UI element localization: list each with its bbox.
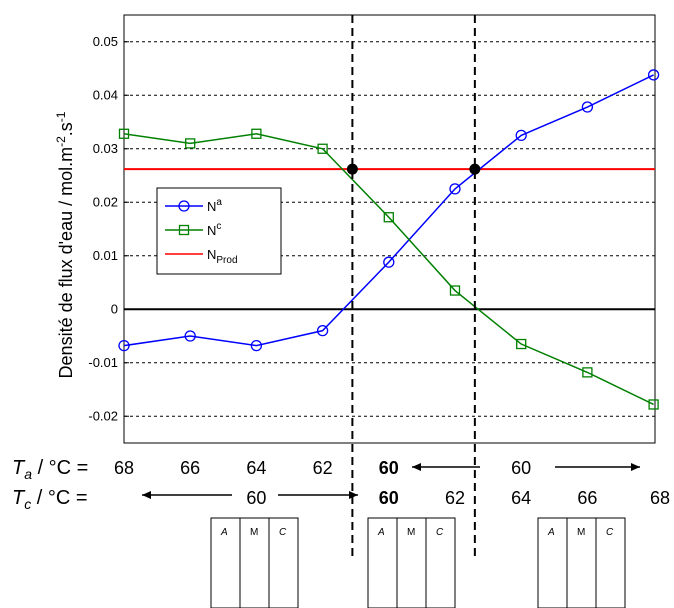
legend-marker (178, 224, 190, 236)
y-tick-label: 0.01 (93, 248, 118, 263)
legend-label-sup: c (216, 221, 221, 232)
tc-value: 66 (577, 488, 597, 508)
series-nc-point (251, 128, 262, 139)
schematic-label: A (377, 527, 385, 538)
legend-label: Na (207, 197, 222, 214)
tc-arrow-left-head (142, 491, 151, 499)
y-ticks: -0.02 -0.01 0 0.01 0.02 0.03 0.04 0.05 (88, 34, 129, 423)
y-axis-label-mid: .s (56, 122, 76, 136)
tc-value: 64 (511, 488, 531, 508)
series-na-point (184, 330, 196, 342)
series-na-line (123, 74, 654, 347)
y-tick-label: 0.02 (93, 194, 118, 209)
series-na-point (316, 324, 329, 337)
schematic-label: A (547, 527, 555, 538)
tc-symbol: T (12, 487, 26, 509)
grid-layer (124, 41, 655, 417)
y-tick-label: 0.03 (93, 141, 118, 156)
schematic-label: A (220, 527, 228, 538)
legend-label-main: N (207, 199, 216, 214)
intersection-point (469, 163, 481, 175)
series-na-point (515, 129, 527, 142)
tc-label-rest: / °C = (31, 487, 87, 509)
series-nc-point (185, 138, 196, 149)
tc-value: 60 (379, 488, 399, 508)
legend-label-sub: Prod (216, 255, 237, 266)
legend-label-main: N (207, 223, 216, 238)
legend-label-main: N (207, 247, 216, 262)
legend-label: NProd (207, 247, 238, 266)
y-axis-label-sup2: -1 (54, 111, 68, 122)
schematic-cell (396, 517, 427, 608)
tc-arrow-right-head (349, 491, 358, 499)
schematic-cell (239, 517, 270, 608)
ta-row: Ta / °C = 68 66 64 62 60 60 (12, 457, 531, 482)
ta-value: 66 (180, 458, 200, 478)
y-tick-label: 0.05 (93, 34, 118, 49)
y-tick-label: 0.04 (93, 87, 118, 102)
ta-value: 68 (114, 458, 134, 478)
ta-subscript: a (24, 466, 32, 482)
series-na-point (449, 183, 461, 195)
schematic-cell (367, 517, 398, 608)
ta-label-rest: / °C = (32, 457, 94, 479)
y-axis-label-sup1: -2 (54, 136, 68, 147)
series-na-point (581, 101, 594, 113)
series-nc-point (383, 212, 394, 223)
legend-label: Nc (207, 221, 221, 238)
schematic-label: M (250, 527, 258, 538)
series-nc-point (317, 143, 328, 154)
y-axis-label-main: Densité de flux d'eau / mol.m (56, 147, 76, 379)
series-nc-line (123, 133, 654, 406)
legend-label-sup: a (216, 197, 222, 208)
series-nc-point (118, 128, 130, 139)
tc-value: 68 (650, 488, 670, 508)
series-nc-point (516, 338, 527, 350)
ta-value: 60 (511, 458, 531, 478)
ta-value: 60 (379, 458, 399, 478)
y-tick-label: -0.01 (88, 355, 118, 370)
tc-subscript: c (24, 496, 31, 512)
series-na-point (647, 69, 660, 81)
series-nc-point (648, 399, 659, 410)
tc-row: Tc / °C = 60 60 62 64 66 68 (12, 487, 670, 512)
schematic-label: C (279, 527, 287, 538)
schematic-cell (566, 517, 597, 608)
plot-frame (123, 14, 656, 444)
schematic-label: M (407, 527, 415, 538)
schematic-cell (210, 517, 241, 608)
ta-symbol: T (12, 457, 26, 479)
ta-arrow-left-head (412, 463, 421, 471)
schematic-label: M (577, 527, 585, 538)
series-na-point (118, 339, 130, 352)
series-nc-point (582, 367, 593, 378)
ta-value: 62 (313, 458, 333, 478)
legend-box (156, 187, 282, 275)
tc-value: 60 (246, 488, 266, 508)
schematic-label: C (606, 527, 614, 538)
schematic-label: C (436, 527, 444, 538)
series-na-point (383, 256, 395, 268)
legend-marker (178, 200, 190, 212)
series-na-point (250, 339, 263, 352)
schematic-cell (595, 517, 626, 608)
schematic-cell (268, 517, 299, 608)
y-axis-label: Densité de flux d'eau / mol.m-2.s-1 (54, 111, 76, 378)
tc-row-label: Tc / °C = (12, 487, 88, 512)
ta-value: 64 (246, 458, 266, 478)
ta-row-label: Ta / °C = (12, 457, 94, 482)
schematic-cell (425, 517, 456, 608)
tc-value: 62 (445, 488, 465, 508)
schematic-cell (537, 517, 568, 608)
intersection-point (346, 163, 358, 175)
y-tick-label: 0 (111, 301, 118, 316)
ta-arrow-right-head (631, 463, 640, 471)
series-nc-point (449, 285, 461, 296)
series-layer (118, 69, 660, 410)
y-tick-label: -0.02 (88, 408, 118, 423)
